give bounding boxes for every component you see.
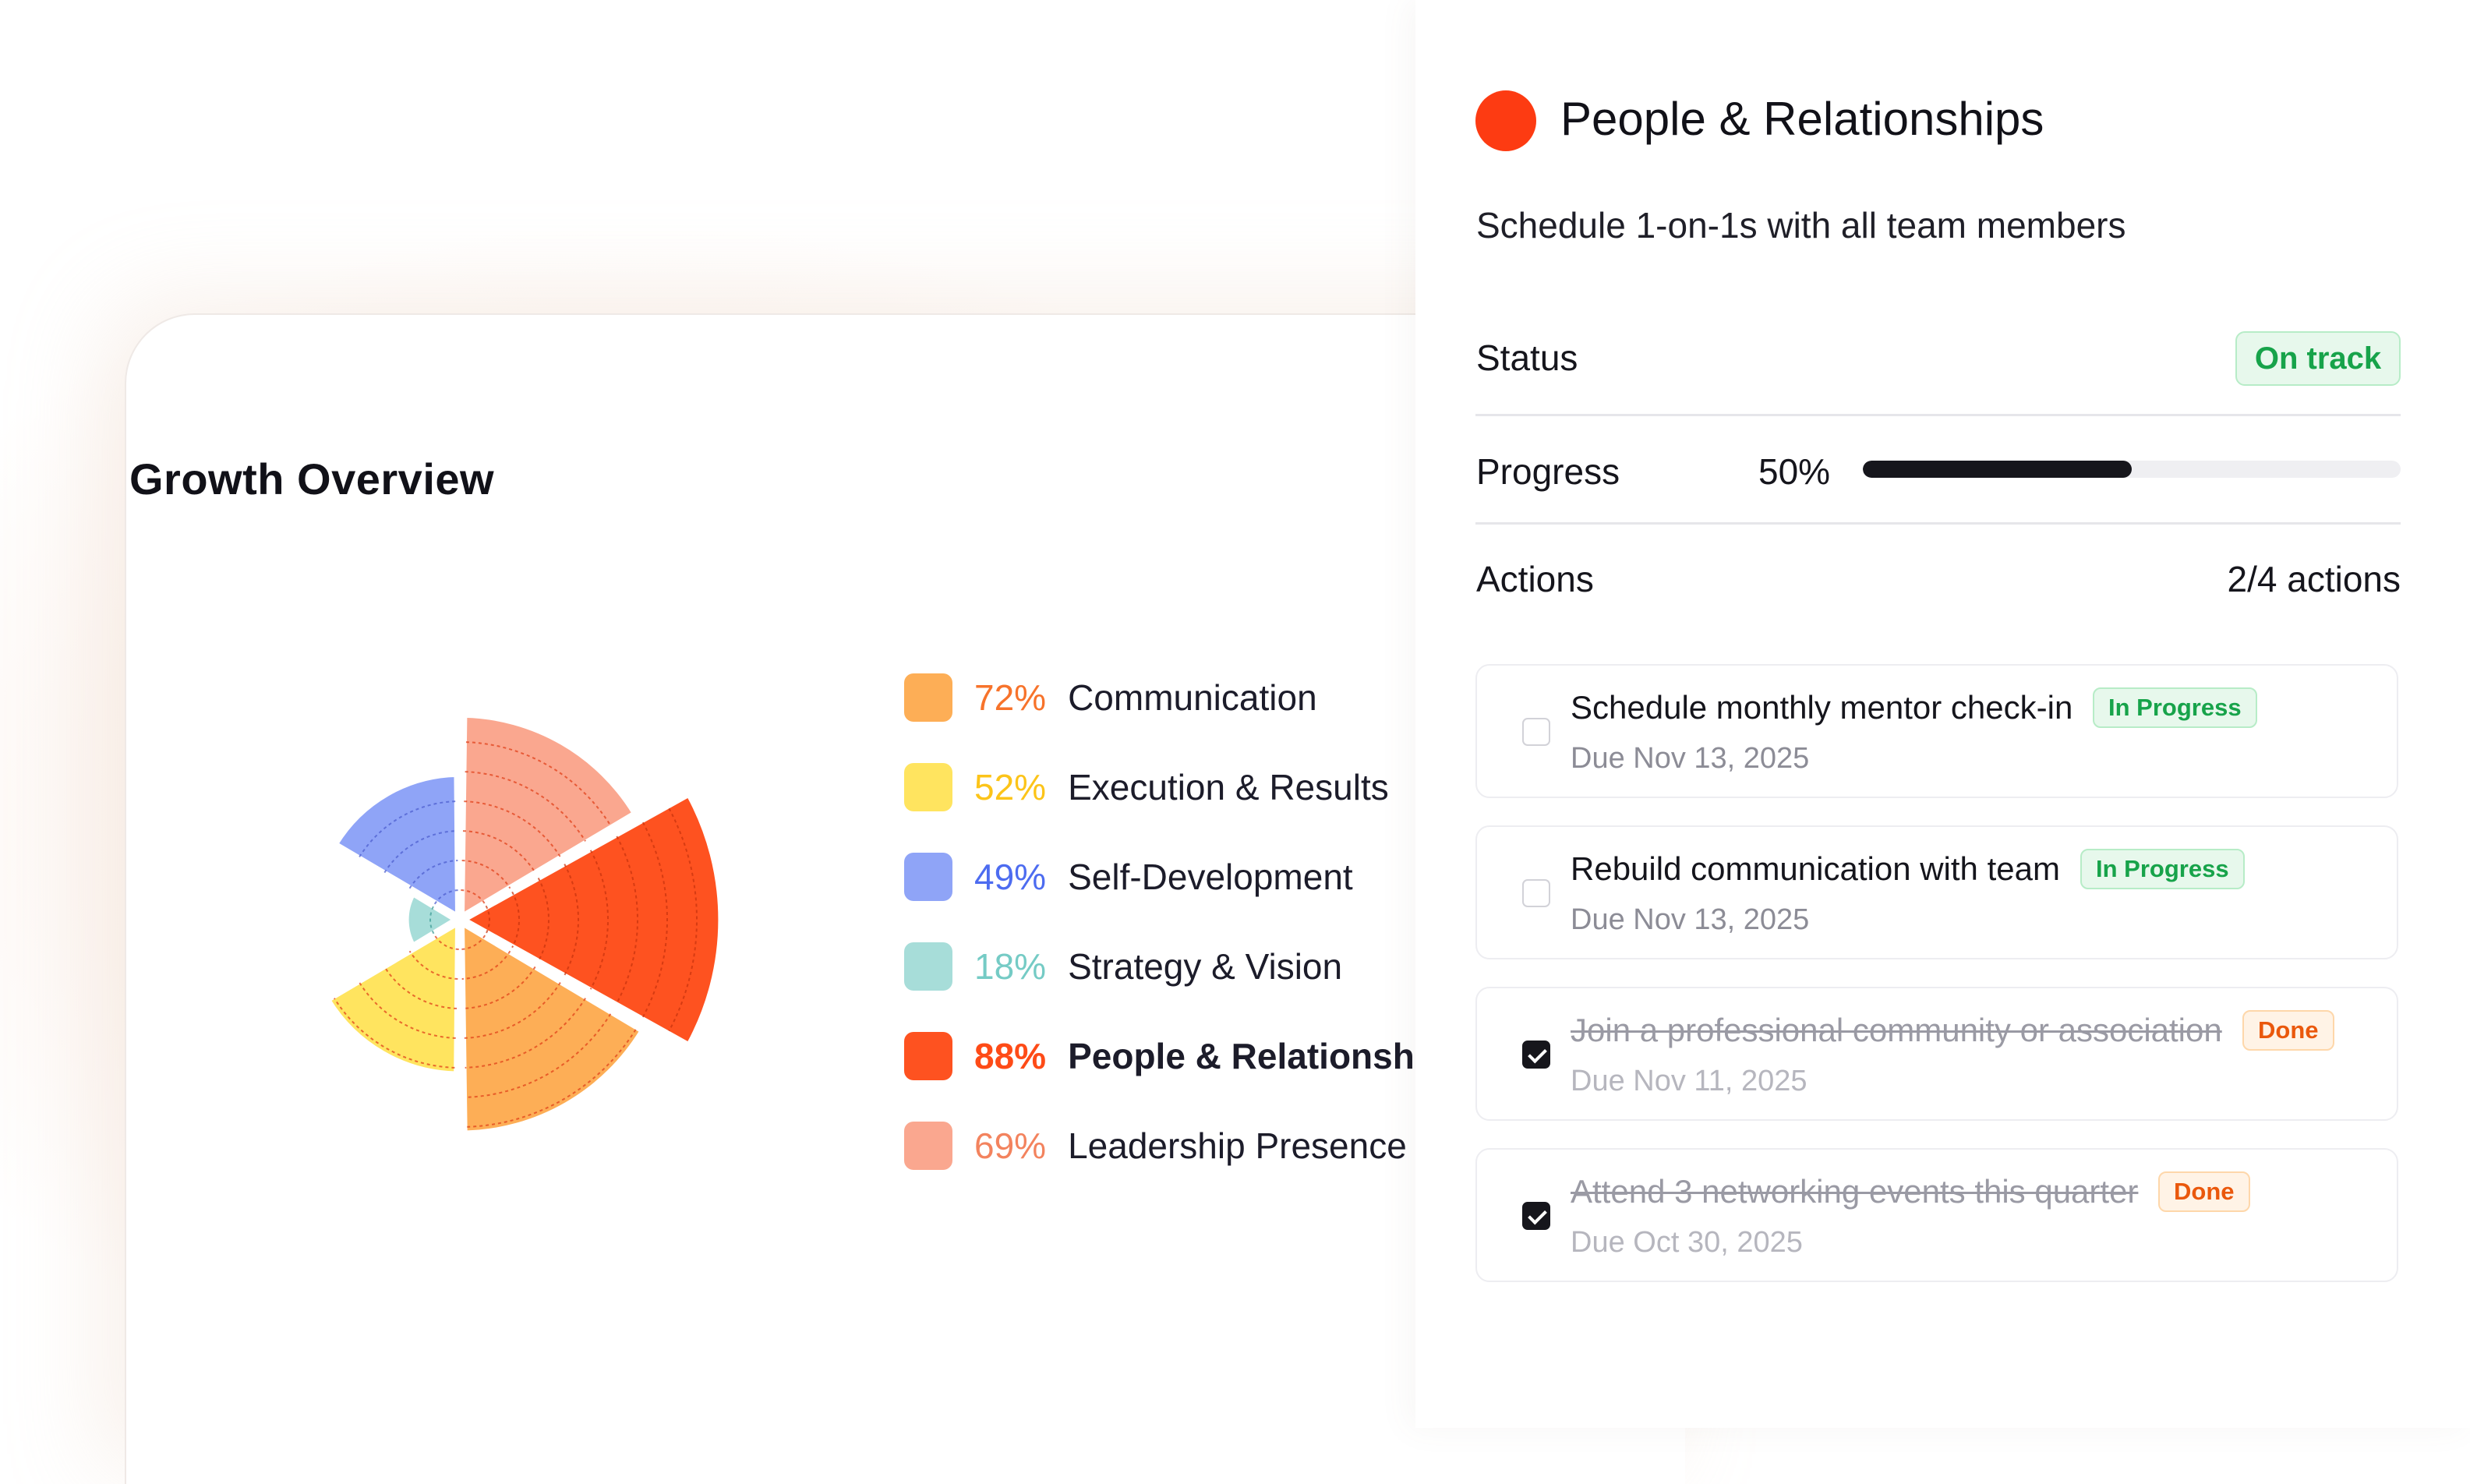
polar-grid-ring — [668, 807, 698, 1032]
polar-grid-ring — [461, 950, 511, 980]
legend-item-people-relationships[interactable]: 88% People & Relationships — [904, 1029, 1466, 1083]
action-title: Schedule monthly mentor check-in — [1571, 689, 2073, 726]
polar-grid-ring — [465, 771, 586, 842]
action-status-badge: In Progress — [2080, 849, 2245, 889]
polar-grid-ring — [461, 935, 486, 950]
action-title: Attend 3 networking events this quarter — [1571, 1173, 2139, 1210]
legend-label: Strategy & Vision — [1068, 946, 1343, 987]
polar-grid-ring — [462, 966, 536, 1009]
polar-wedge-people-relationships[interactable] — [462, 792, 723, 1048]
legend-label: Communication — [1068, 677, 1317, 718]
legend-label: Self-Development — [1068, 857, 1353, 897]
polar-area-chart — [326, 712, 723, 1136]
polar-grid-ring — [511, 891, 520, 949]
card-title: Growth Overview — [129, 454, 495, 504]
goal-text: Schedule 1-on-1s with all team members — [1476, 205, 2126, 246]
divider — [1475, 522, 2401, 525]
legend-label: Leadership Presence — [1068, 1125, 1407, 1166]
polar-grid-ring — [461, 860, 511, 889]
legend-item-leadership-presence[interactable]: 69% Leadership Presence — [904, 1118, 1407, 1173]
polar-wedge-self-development[interactable] — [334, 772, 460, 918]
legend-item-self-development[interactable]: 49% Self-Development — [904, 850, 1353, 904]
detail-title: People & Relationships — [1560, 93, 2044, 145]
legend-item-execution-results[interactable]: 52% Execution & Results — [904, 760, 1389, 814]
status-label: Status — [1476, 337, 1578, 378]
legend-swatch — [904, 673, 952, 722]
polar-grid-ring — [464, 982, 561, 1039]
polar-grid-ring — [464, 800, 561, 857]
legend-swatch — [904, 763, 952, 811]
category-color-dot — [1475, 90, 1536, 151]
action-title: Rebuild communication with team — [1571, 850, 2060, 887]
progress-label: Progress — [1476, 451, 1620, 492]
progress-bar-fill — [1863, 461, 2132, 478]
polar-grid-ring — [334, 998, 455, 1069]
legend-percent: 69% — [974, 1125, 1047, 1166]
polar-grid-ring — [465, 741, 612, 826]
polar-grid-ring — [359, 800, 456, 857]
action-due-date: Due Nov 13, 2025 — [1571, 742, 1810, 775]
progress-bar — [1863, 461, 2401, 478]
polar-wedge-leadership-presence[interactable] — [460, 712, 637, 918]
legend-label: Execution & Results — [1068, 767, 1389, 807]
polar-grid-ring — [429, 905, 435, 935]
divider — [1475, 414, 2401, 416]
polar-grid-ring — [537, 878, 549, 962]
polar-grid-ring — [408, 860, 458, 889]
legend-swatch — [904, 853, 952, 901]
polar-grid-ring — [433, 889, 459, 905]
action-checkbox[interactable] — [1522, 879, 1550, 907]
polar-grid-ring — [408, 950, 458, 980]
progress-percent: 50% — [1758, 451, 1831, 492]
action-status-badge: Done — [2242, 1010, 2334, 1051]
polar-grid-ring — [616, 836, 638, 1004]
legend-item-communication[interactable]: 72% Communication — [904, 670, 1317, 725]
action-due-date: Due Nov 11, 2025 — [1571, 1065, 1807, 1097]
legend-item-strategy-vision[interactable]: 18% Strategy & Vision — [904, 939, 1342, 994]
polar-grid-ring — [433, 935, 459, 950]
legend-percent: 72% — [974, 677, 1047, 718]
action-status-badge: Done — [2158, 1171, 2250, 1212]
actions-label: Actions — [1476, 559, 1594, 599]
action-status-badge: In Progress — [2093, 687, 2257, 728]
action-item: Attend 3 networking events this quarter … — [1475, 1148, 2398, 1282]
polar-grid-ring — [383, 966, 458, 1009]
legend-swatch — [904, 942, 952, 991]
polar-grid-ring — [465, 998, 586, 1069]
legend-percent: 18% — [974, 946, 1047, 987]
polar-grid-ring — [485, 905, 490, 935]
polar-grid-ring — [359, 982, 456, 1039]
action-item: Join a professional community or associa… — [1475, 987, 2398, 1121]
polar-grid-ring — [462, 830, 536, 874]
polar-wedge-communication[interactable] — [460, 921, 645, 1136]
polar-grid-ring — [465, 1013, 612, 1098]
legend-percent: 52% — [974, 767, 1047, 807]
polar-wedge-execution-results[interactable] — [326, 921, 460, 1076]
action-due-date: Due Nov 13, 2025 — [1571, 903, 1810, 936]
legend-percent: 49% — [974, 857, 1047, 897]
action-checkbox[interactable] — [1522, 1202, 1550, 1230]
legend-percent: 88% — [974, 1036, 1047, 1076]
polar-grid-ring — [564, 864, 579, 976]
polar-grid-ring — [589, 850, 609, 990]
action-due-date: Due Oct 30, 2025 — [1571, 1226, 1803, 1259]
legend-swatch — [904, 1122, 952, 1170]
polar-grid-ring — [467, 1029, 637, 1128]
action-item: Rebuild communication with team In Progr… — [1475, 825, 2398, 959]
legend-swatch — [904, 1032, 952, 1080]
action-checkbox[interactable] — [1522, 718, 1550, 746]
action-title: Join a professional community or associa… — [1571, 1012, 2222, 1048]
action-item: Schedule monthly mentor check-in In Prog… — [1475, 664, 2398, 798]
polar-grid-ring — [383, 830, 458, 874]
legend-label: People & Relationships — [1068, 1036, 1467, 1076]
action-checkbox[interactable] — [1522, 1041, 1550, 1069]
polar-grid-ring — [461, 889, 486, 905]
polar-grid-ring — [641, 822, 668, 1018]
actions-count: 2/4 actions — [2227, 559, 2401, 599]
status-badge: On track — [2235, 331, 2401, 386]
